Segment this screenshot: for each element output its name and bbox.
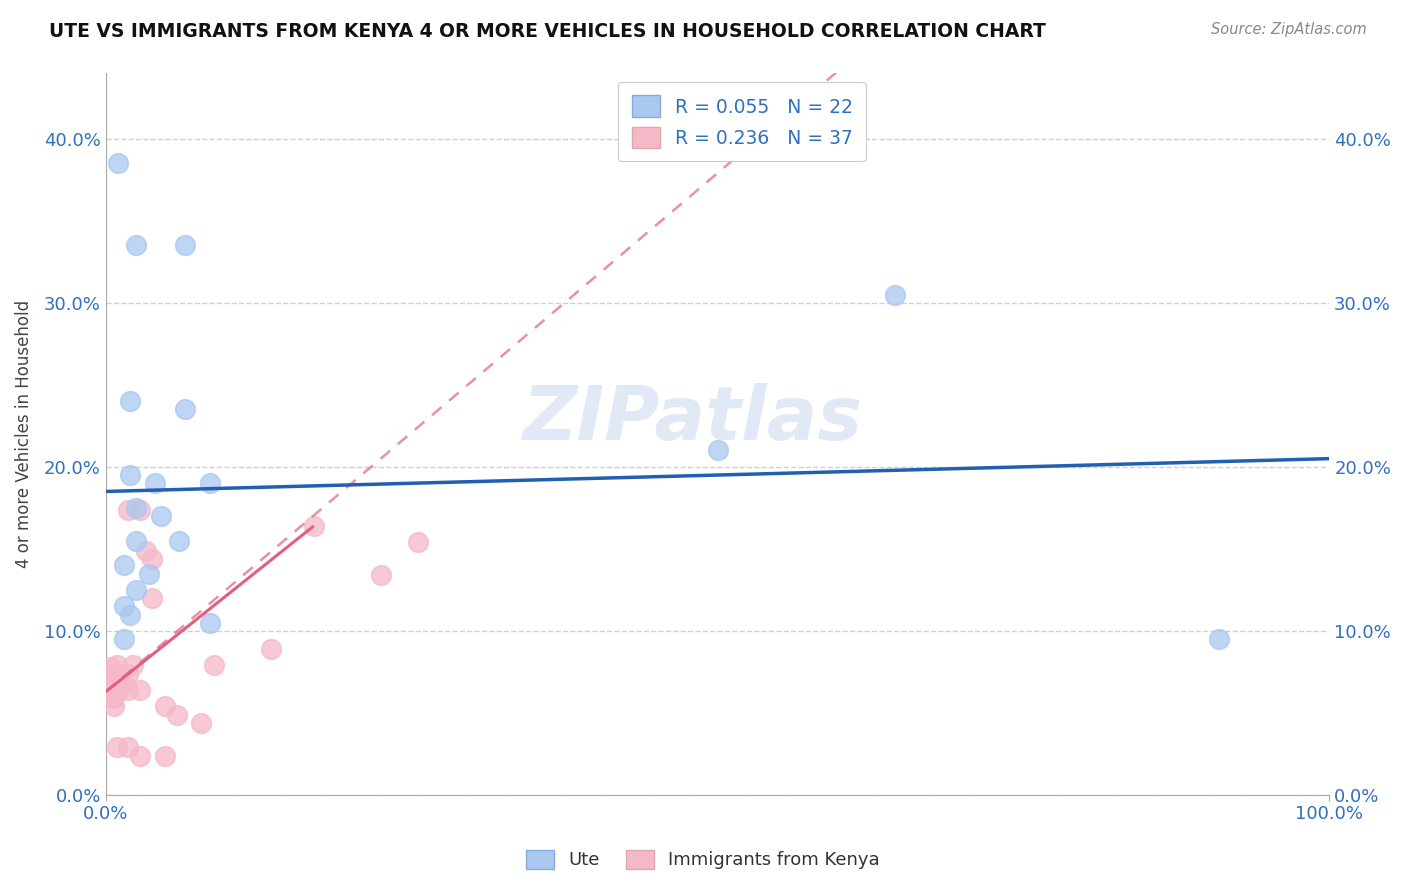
Point (149, 509, 172, 524)
Point (141, 591, 163, 606)
Point (100, 668, 122, 682)
Point (706, 443, 728, 458)
Point (108, 683, 131, 698)
Point (103, 674, 125, 689)
Point (121, 658, 143, 673)
Point (103, 691, 125, 706)
Point (884, 287, 907, 301)
Point (370, 568, 392, 582)
Point (135, 543, 157, 558)
Point (117, 683, 139, 698)
Point (125, 533, 148, 548)
Point (406, 535, 429, 549)
Point (105, 658, 128, 673)
Point (108, 666, 131, 681)
Point (190, 715, 212, 730)
Point (129, 502, 152, 516)
Point (103, 683, 125, 698)
Point (153, 748, 176, 763)
Point (153, 699, 176, 714)
Point (125, 500, 148, 515)
Point (302, 519, 325, 533)
Point (112, 599, 135, 614)
Point (174, 402, 197, 417)
Point (105, 740, 128, 755)
Legend: Ute, Immigrants from Kenya: Ute, Immigrants from Kenya (517, 840, 889, 879)
Text: ZIPatlas: ZIPatlas (523, 383, 863, 456)
Point (198, 476, 221, 491)
Point (105, 674, 128, 689)
Point (125, 238, 148, 252)
Point (125, 582, 148, 597)
Legend: R = 0.055   N = 22, R = 0.236   N = 37: R = 0.055 N = 22, R = 0.236 N = 37 (619, 82, 866, 161)
Point (129, 683, 152, 698)
Point (105, 683, 128, 698)
Point (117, 666, 139, 681)
Point (120, 607, 142, 622)
Point (198, 615, 221, 630)
Point (167, 533, 190, 548)
Text: Source: ZipAtlas.com: Source: ZipAtlas.com (1211, 22, 1367, 37)
Point (1208, 632, 1230, 647)
Point (143, 476, 166, 491)
Point (117, 740, 139, 755)
Point (120, 468, 142, 483)
Point (138, 566, 160, 581)
Point (202, 658, 225, 673)
Point (103, 691, 125, 706)
Point (100, 676, 122, 690)
Point (260, 642, 283, 657)
Point (129, 748, 152, 763)
Point (174, 238, 197, 252)
Text: UTE VS IMMIGRANTS FROM KENYA 4 OR MORE VEHICLES IN HOUSEHOLD CORRELATION CHART: UTE VS IMMIGRANTS FROM KENYA 4 OR MORE V… (49, 22, 1046, 41)
Point (98, 660, 121, 674)
Point (117, 502, 139, 516)
Point (112, 632, 135, 647)
Y-axis label: 4 or more Vehicles in Household: 4 or more Vehicles in Household (15, 300, 32, 568)
Point (141, 551, 163, 566)
Point (103, 666, 125, 681)
Point (100, 684, 122, 698)
Point (120, 394, 142, 409)
Point (107, 156, 129, 170)
Point (103, 699, 125, 714)
Point (111, 674, 134, 689)
Point (166, 707, 188, 722)
Point (112, 558, 135, 573)
